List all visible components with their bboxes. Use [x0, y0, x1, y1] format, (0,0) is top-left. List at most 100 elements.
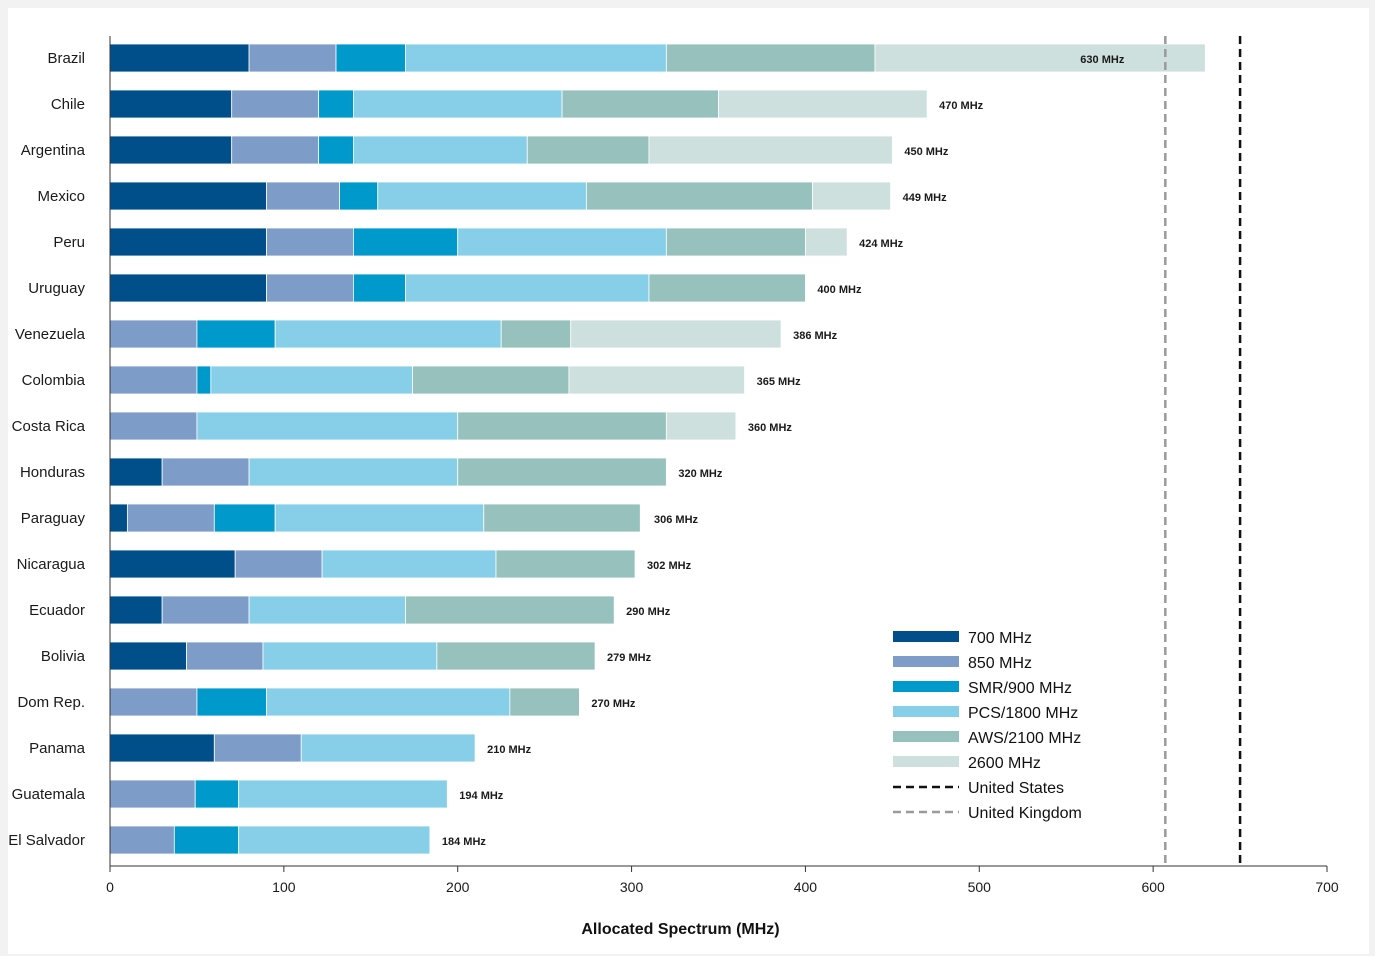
legend-label: SMR/900 MHz [968, 680, 1072, 697]
category-label: Panama [29, 740, 86, 757]
bar-segment [109, 411, 198, 441]
category-label: El Salvador [8, 832, 85, 849]
legend-label: AWS/2100 MHz [968, 730, 1081, 747]
bar-segment [234, 549, 323, 579]
bar-segment [173, 825, 240, 855]
legend-swatch [893, 731, 959, 742]
bar-segment [718, 89, 928, 119]
bar-segment [274, 503, 485, 533]
legend-swatch [893, 681, 959, 692]
bar-segment [495, 549, 636, 579]
legend-label: United Kingdom [968, 805, 1082, 822]
bar-segment [648, 135, 893, 165]
legend-label: PCS/1800 MHz [968, 705, 1078, 722]
bar-segment [210, 365, 413, 395]
bar-segment [352, 89, 563, 119]
bar-segment [457, 227, 667, 257]
bar-segment [196, 687, 267, 717]
bar-segment [648, 273, 806, 303]
bar-segment [377, 181, 587, 211]
bar-segment [457, 457, 667, 487]
category-label: Argentina [21, 142, 86, 159]
bar-segment [109, 503, 128, 533]
category-label: Ecuador [29, 602, 85, 619]
total-value-label: 210 MHz [487, 744, 532, 756]
bar-segment [526, 135, 650, 165]
bar-segment [874, 43, 1206, 73]
total-value-label: 194 MHz [459, 790, 504, 802]
total-value-label: 365 MHz [757, 376, 802, 388]
bar-segment [213, 503, 276, 533]
bar-segment [109, 549, 236, 579]
bar-segment [561, 89, 719, 119]
bar-segment [262, 641, 438, 671]
bar-segment [194, 779, 240, 809]
category-label: Nicaragua [17, 556, 86, 573]
x-tick-label: 700 [1315, 879, 1339, 895]
bar-segment [109, 825, 175, 855]
bar-segment [109, 181, 267, 211]
legend-label: United States [968, 780, 1064, 797]
legend-swatch [893, 656, 959, 667]
x-tick-label: 100 [272, 879, 296, 895]
total-value-label: 320 MHz [678, 468, 723, 480]
x-tick-label: 400 [794, 879, 818, 895]
bar-segment [109, 595, 163, 625]
bar-segment [231, 135, 320, 165]
category-label: Chile [51, 96, 85, 113]
category-label: Venezuela [15, 326, 86, 343]
bar-segment [109, 227, 267, 257]
x-tick-label: 200 [446, 879, 470, 895]
bars-layer [109, 43, 1206, 855]
bar-segment [412, 365, 570, 395]
bar-segment [568, 365, 745, 395]
total-value-label: 302 MHz [647, 560, 692, 572]
reference-lines [1164, 36, 1242, 866]
category-label: Peru [53, 234, 85, 251]
x-tick-label: 500 [968, 879, 992, 895]
category-label: Honduras [20, 464, 85, 481]
category-label: Paraguay [21, 510, 86, 527]
bar-segment [665, 227, 806, 257]
x-tick-label: 600 [1141, 879, 1165, 895]
bar-segment [109, 43, 250, 73]
bar-segment [196, 319, 276, 349]
legend-swatch [893, 631, 959, 642]
total-value-label: 270 MHz [591, 698, 636, 710]
bar-segment [335, 43, 406, 73]
bar-segment [248, 457, 459, 487]
total-value-label: 290 MHz [626, 606, 671, 618]
total-value-label: 400 MHz [817, 284, 862, 296]
bar-segment [585, 181, 813, 211]
bar-segment [352, 135, 528, 165]
category-label: Uruguay [28, 280, 85, 297]
x-tick-label: 0 [106, 879, 114, 895]
total-value-label: 449 MHz [903, 192, 948, 204]
bar-segment [161, 457, 250, 487]
bar-segment [665, 43, 876, 73]
bar-segment [109, 319, 198, 349]
category-label: Colombia [22, 372, 86, 389]
total-value-label: 279 MHz [607, 652, 652, 664]
bar-segment [352, 273, 406, 303]
bar-segment [266, 181, 340, 211]
bar-segment [811, 181, 892, 211]
category-label: Mexico [37, 188, 85, 205]
bar-segment [196, 411, 459, 441]
category-label: Dom Rep. [17, 694, 85, 711]
bar-segment [436, 641, 596, 671]
bar-segment [570, 319, 782, 349]
bar-segment [109, 365, 198, 395]
bar-segment [266, 273, 354, 303]
bar-segment [805, 227, 848, 257]
bar-segment [500, 319, 572, 349]
category-label: Brazil [47, 50, 85, 67]
bar-segment [231, 89, 320, 119]
total-value-label: 306 MHz [654, 514, 699, 526]
legend-swatch [893, 756, 959, 767]
bar-segment [186, 641, 264, 671]
bar-segment [405, 273, 650, 303]
total-value-label: 470 MHz [939, 100, 984, 112]
bar-segment [405, 43, 667, 73]
